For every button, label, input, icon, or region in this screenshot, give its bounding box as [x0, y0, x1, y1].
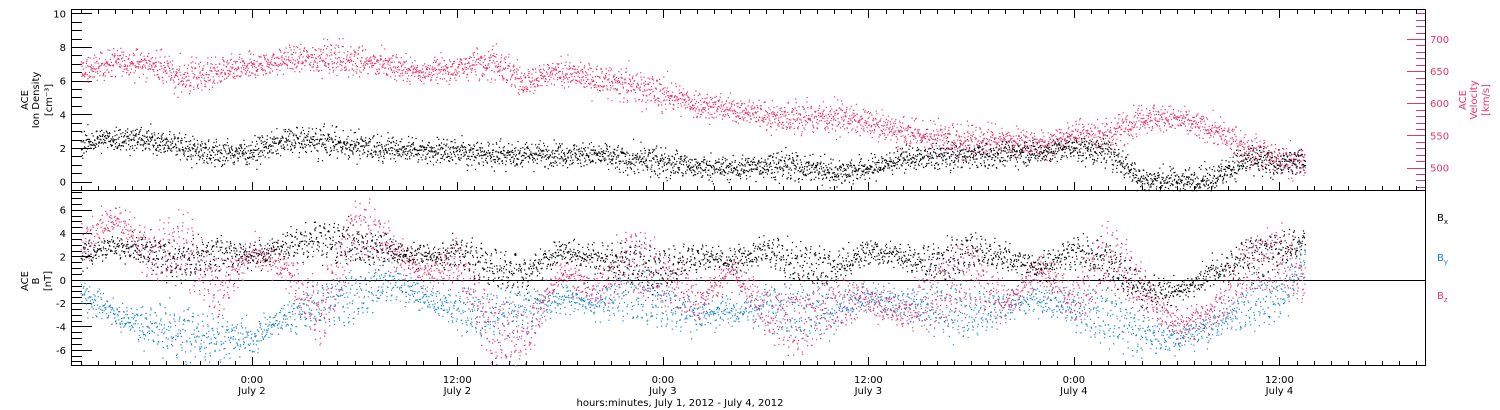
- legend-bz: Bz: [1437, 291, 1448, 304]
- component-legend: Bx By Bz: [1437, 213, 1448, 304]
- density-axis-title-line1: ACE: [20, 90, 31, 110]
- velocity-axis-title-line1: ACE: [1458, 90, 1469, 110]
- density-tick-label: 0: [60, 178, 66, 189]
- density-axis-ticks: 0 2 4 6 8 10: [53, 9, 92, 189]
- magnetic-field-panel: -6 -4 -2 0 2 4 6 ACE B [nT] Bx By Bz: [20, 190, 1448, 367]
- density-axis-title-line3: [cm⁻³]: [44, 84, 55, 116]
- velocity-tick-label: 650: [1430, 67, 1449, 78]
- x-tick-date-label: July 2: [443, 386, 472, 397]
- x-tick-date-label: July 3: [648, 386, 677, 397]
- b-axis-title-line3: [nT]: [43, 271, 54, 291]
- b-tick-label: 6: [60, 206, 66, 217]
- velocity-axis-title-line2: Velocity: [1469, 80, 1480, 119]
- b-tick-label: 0: [60, 276, 66, 287]
- density-tick-label: 10: [53, 9, 66, 20]
- time-axis-title: hours:minutes, July 1, 2012 - July 4, 20…: [577, 398, 784, 409]
- density-tick-label: 2: [60, 144, 66, 155]
- x-tick-time-label: 12:00: [854, 375, 883, 386]
- b-axis-title-line2: B: [31, 277, 42, 284]
- density-tick-label: 8: [60, 43, 66, 54]
- b-tick-label: -4: [56, 322, 66, 333]
- density-tick-label: 6: [60, 77, 66, 88]
- velocity-points: [80, 38, 1307, 182]
- x-tick-date-label: July 4: [1265, 386, 1294, 397]
- b-tick-label: -6: [56, 346, 66, 357]
- bottom-panel-frame: [71, 190, 1426, 366]
- x-tick-date-label: July 3: [854, 386, 883, 397]
- x-tick-time-label: 0:00: [241, 375, 263, 386]
- x-tick-date-label: July 4: [1059, 386, 1088, 397]
- velocity-axis-ticks: 500 550 600 650 700: [1407, 13, 1449, 188]
- magnetic-field-axis-ticks: -6 -4 -2 0 2 4 6: [56, 192, 92, 362]
- legend-by: By: [1437, 253, 1448, 266]
- density-axis-title-line2: Ion Density: [31, 72, 42, 129]
- x-tick-time-label: 12:00: [443, 375, 472, 386]
- b-tick-label: 4: [60, 229, 66, 240]
- velocity-tick-label: 700: [1430, 35, 1449, 46]
- velocity-tick-label: 600: [1430, 99, 1449, 110]
- b-tick-label: 2: [60, 252, 66, 263]
- x-tick-time-label: 0:00: [1063, 375, 1085, 386]
- b-axis-title-line1: ACE: [20, 271, 31, 291]
- velocity-tick-label: 550: [1430, 131, 1449, 142]
- legend-bx: Bx: [1437, 213, 1448, 226]
- density-velocity-points: [80, 38, 1307, 192]
- b-tick-label: -2: [56, 299, 66, 310]
- density-tick-label: 4: [60, 110, 66, 121]
- x-tick-date-label: July 2: [237, 386, 266, 397]
- velocity-tick-label: 500: [1430, 164, 1449, 175]
- density-points: [80, 123, 1307, 192]
- x-tick-time-label: 12:00: [1265, 375, 1294, 386]
- x-tick-time-label: 0:00: [652, 375, 674, 386]
- velocity-axis-title-line3: [km/s]: [1481, 84, 1492, 116]
